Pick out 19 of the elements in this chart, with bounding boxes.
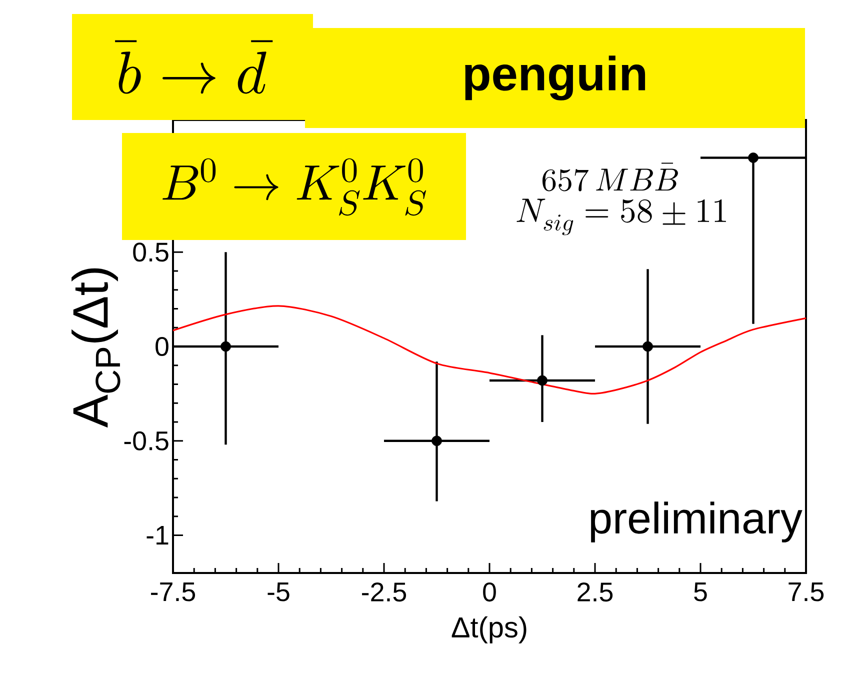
y-tick-label: -1 (146, 526, 168, 545)
chart-title: $\bar{b} \rightarrow \bar{d}$ (115, 40, 273, 94)
y-axis-title: A$_{CP}$(Δt) (72, 268, 120, 428)
annotation: $657\,MB\bar{B}$ (542, 162, 678, 192)
y-tick-label: -0.5 (124, 431, 168, 450)
x-tick-label: -2.5 (362, 582, 406, 602)
x-tick-label: 2.5 (578, 582, 613, 602)
annotation: $B^0 \rightarrow K^0_S K^0_S$ (162, 158, 426, 216)
x-tick-label: 5 (694, 582, 707, 602)
x-tick-label: -7.5 (151, 582, 196, 602)
x-tick-label: -5 (268, 582, 290, 602)
y-tick-label: 0.5 (133, 242, 168, 262)
annotation: $N_{sig} = 58 \pm 11$ (516, 198, 726, 236)
x-tick-label: 7.5 (788, 582, 824, 602)
y-tick-label: 0 (156, 336, 168, 356)
x-tick-label: 0 (483, 582, 496, 602)
x-axis-title: Δt(ps) (452, 616, 526, 644)
chart-subtitle: penguin (465, 56, 646, 100)
annotation: preliminary (590, 502, 802, 542)
